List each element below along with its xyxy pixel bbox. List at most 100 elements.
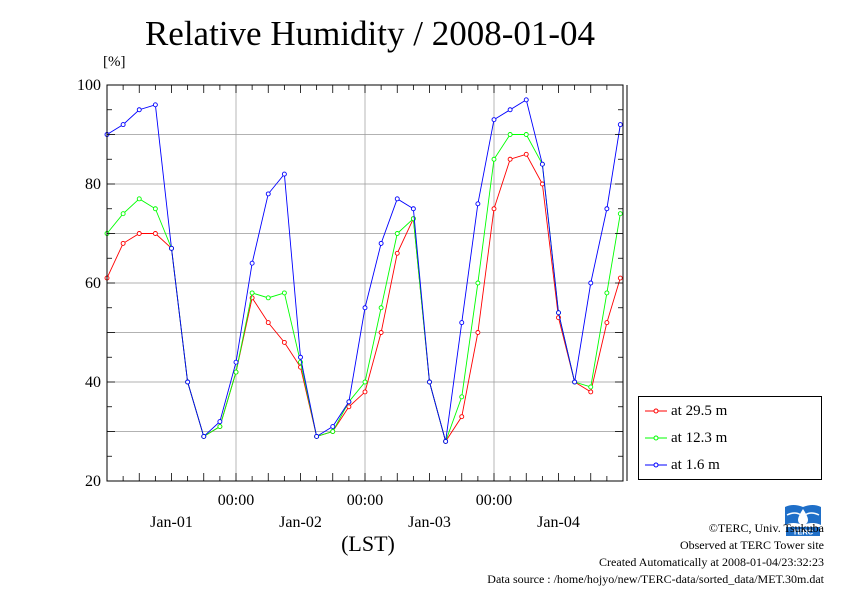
x-day-label: Jan-04 — [537, 514, 580, 531]
data-point — [217, 419, 223, 425]
data-point — [588, 384, 594, 390]
data-point — [378, 305, 384, 311]
data-point — [136, 231, 142, 236]
data-point — [136, 196, 142, 202]
data-point — [265, 320, 271, 326]
data-point — [523, 151, 529, 157]
x-tick-label: 00:00 — [218, 492, 254, 509]
data-point — [330, 424, 336, 429]
data-point — [249, 260, 255, 266]
data-point — [233, 359, 239, 365]
data-point — [346, 399, 352, 405]
data-point — [346, 404, 352, 410]
data-point — [378, 240, 384, 246]
data-source-text: Data source : /home/hojyo/new/TERC-data/… — [487, 572, 824, 586]
data-point — [152, 102, 158, 108]
legend-label-29-5m: at 29.5 m — [671, 402, 728, 419]
legend-item-1-6m: at 1.6 m — [645, 452, 720, 478]
data-point — [556, 310, 561, 316]
data-point — [491, 117, 497, 123]
data-point — [491, 206, 497, 212]
data-point — [362, 379, 368, 385]
legend-marker-12-3m — [645, 435, 667, 441]
legend-marker-29-5m — [645, 408, 667, 414]
data-point — [281, 339, 287, 345]
data-point — [459, 320, 465, 326]
y-tick-label: 60 — [85, 275, 101, 292]
data-point — [604, 206, 610, 212]
y-tick-label: 20 — [85, 473, 101, 490]
data-point — [362, 389, 368, 395]
data-point — [459, 394, 465, 400]
data-point — [617, 211, 623, 217]
data-point — [378, 330, 384, 335]
data-point — [507, 132, 513, 137]
legend-label-1-6m: at 1.6 m — [671, 456, 720, 473]
data-point — [459, 414, 465, 420]
data-point — [233, 369, 239, 375]
data-point — [281, 290, 287, 296]
data-point — [394, 231, 400, 236]
data-point — [443, 438, 449, 444]
data-point — [604, 320, 610, 326]
data-point — [475, 280, 481, 286]
legend-item-12-3m: at 12.3 m — [645, 425, 727, 451]
data-point — [572, 379, 578, 385]
grid-lines — [107, 85, 623, 481]
data-point — [362, 305, 368, 311]
legend-label-12-3m: at 12.3 m — [671, 429, 728, 446]
data-point — [120, 240, 126, 246]
y-tick-label: 80 — [85, 176, 101, 193]
legend-marker-1-6m — [645, 462, 667, 468]
series-line-1 — [106, 134, 621, 443]
data-point — [507, 156, 513, 162]
site-text: Observed at TERC Tower site — [679, 538, 824, 552]
data-point — [475, 201, 481, 207]
data-point — [152, 206, 158, 212]
y-axis-unit: [%] — [103, 54, 126, 70]
data-point — [298, 354, 303, 360]
data-point — [249, 290, 255, 296]
x-tick-label: 00:00 — [347, 492, 383, 509]
y-tick-label: 100 — [77, 77, 101, 94]
x-day-label: Jan-03 — [408, 514, 451, 531]
data-point — [507, 107, 513, 113]
x-axis-label: (LST) — [341, 531, 395, 556]
series-line-0 — [106, 153, 621, 443]
data-point — [588, 280, 594, 286]
data-point — [539, 181, 545, 187]
logo-text: TERC — [793, 528, 814, 537]
data-point — [217, 424, 223, 429]
data-point — [120, 211, 126, 217]
data-point — [265, 295, 271, 301]
data-point — [330, 429, 336, 434]
series-0 — [104, 151, 623, 444]
data-point — [169, 245, 174, 251]
legend: at 29.5 m at 12.3 m at 1.6 m — [638, 396, 822, 480]
data-point — [201, 434, 207, 439]
y-tick-label: 40 — [85, 374, 101, 391]
legend-item-29-5m: at 29.5 m — [645, 398, 727, 424]
copyright-text: ©TERC, Univ. Tsukuba — [708, 521, 824, 535]
data-point — [617, 275, 623, 281]
created-text: Created Automatically at 2008-01-04/23:3… — [599, 555, 824, 569]
data-point — [314, 434, 320, 439]
data-point — [136, 107, 142, 113]
data-point — [394, 196, 400, 202]
x-day-label: Jan-01 — [150, 514, 193, 531]
series-lines — [104, 97, 623, 444]
data-point — [427, 379, 432, 385]
data-point — [523, 132, 529, 137]
data-point — [523, 97, 529, 103]
terc-logo-icon: TERC — [783, 503, 823, 537]
axis-ticks: 00:00 00:00 00:00 Jan-01 Jan-02 Jan-03 Jan-04 2… — [77, 77, 623, 531]
data-point — [604, 290, 610, 296]
data-point — [281, 171, 287, 177]
x-day-label: Jan-02 — [279, 514, 322, 531]
data-point — [185, 379, 191, 385]
series-1 — [104, 132, 623, 444]
data-point — [410, 206, 416, 212]
data-point — [588, 389, 594, 395]
data-point — [617, 122, 623, 128]
x-tick-label: 00:00 — [476, 492, 512, 509]
